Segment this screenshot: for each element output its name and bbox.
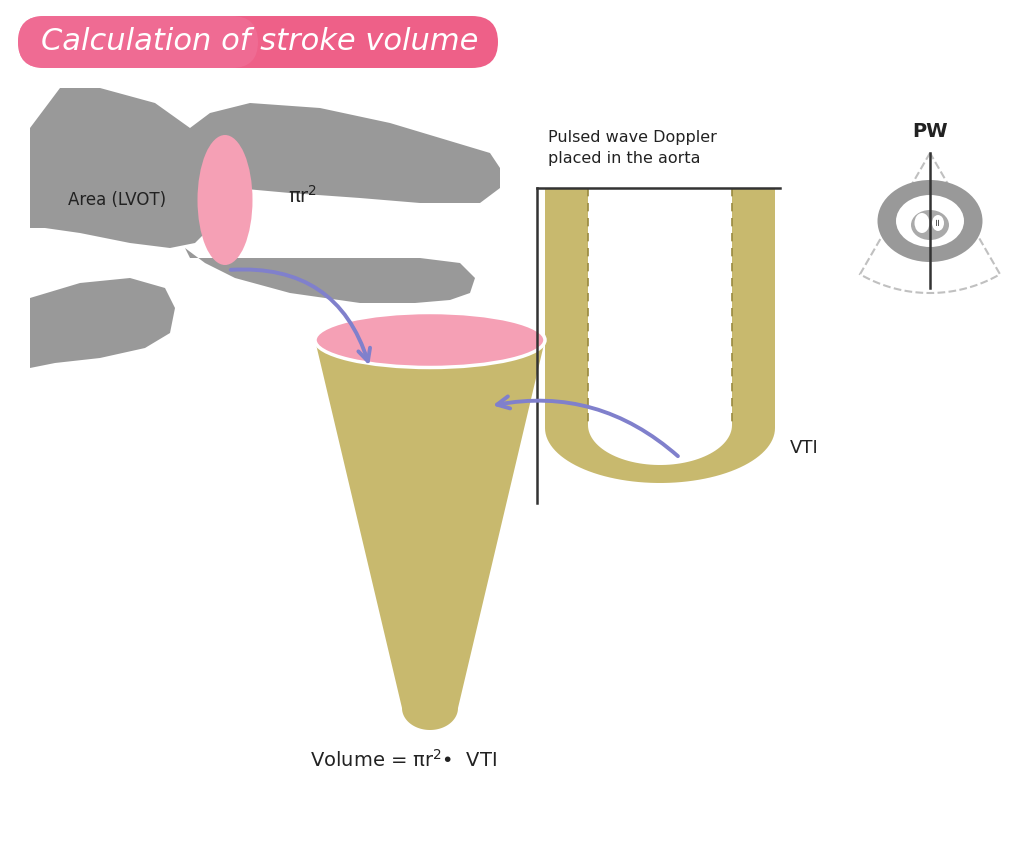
Polygon shape	[30, 278, 175, 368]
Polygon shape	[350, 338, 470, 373]
Text: Volume = $\mathregular{\pi r^2}$•  VTI: Volume = $\mathregular{\pi r^2}$• VTI	[310, 749, 497, 771]
FancyBboxPatch shape	[18, 16, 258, 68]
Ellipse shape	[315, 313, 545, 367]
Polygon shape	[315, 340, 545, 730]
Text: Pulsed wave Doppler
placed in the aorta: Pulsed wave Doppler placed in the aorta	[548, 130, 717, 166]
Text: Area (LVOT): Area (LVOT)	[68, 191, 166, 209]
Text: PW: PW	[912, 122, 948, 141]
Polygon shape	[545, 188, 775, 483]
FancyBboxPatch shape	[18, 16, 498, 68]
Ellipse shape	[878, 180, 982, 262]
Text: Calculation of stroke volume: Calculation of stroke volume	[41, 26, 478, 55]
Ellipse shape	[911, 210, 949, 240]
Text: =: =	[933, 217, 943, 225]
Ellipse shape	[198, 135, 253, 265]
Polygon shape	[185, 248, 475, 303]
Ellipse shape	[914, 213, 930, 233]
Polygon shape	[30, 88, 220, 248]
Polygon shape	[190, 103, 500, 203]
Text: VTI: VTI	[790, 439, 819, 457]
Ellipse shape	[932, 215, 944, 231]
Ellipse shape	[896, 195, 964, 247]
Text: $\mathregular{\pi r^2}$: $\mathregular{\pi r^2}$	[288, 185, 317, 207]
